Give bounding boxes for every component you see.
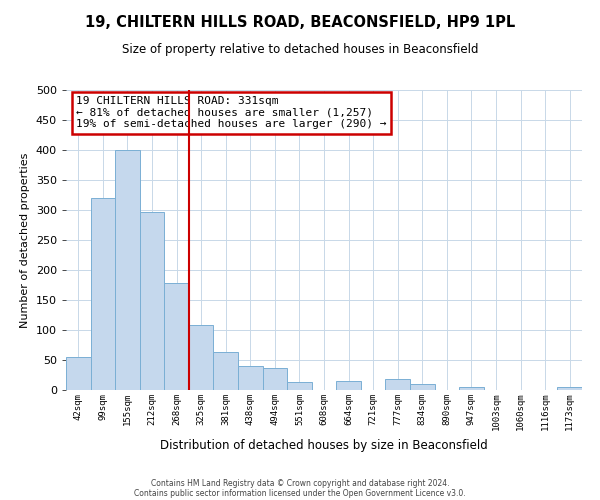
Bar <box>263 368 287 390</box>
Bar <box>336 381 361 390</box>
Bar <box>214 352 238 390</box>
Bar <box>140 212 164 390</box>
Bar <box>66 357 91 390</box>
Bar <box>459 387 484 390</box>
Text: 19 CHILTERN HILLS ROAD: 331sqm
← 81% of detached houses are smaller (1,257)
19% : 19 CHILTERN HILLS ROAD: 331sqm ← 81% of … <box>76 96 387 129</box>
X-axis label: Distribution of detached houses by size in Beaconsfield: Distribution of detached houses by size … <box>160 438 488 452</box>
Text: Contains HM Land Registry data © Crown copyright and database right 2024.: Contains HM Land Registry data © Crown c… <box>151 478 449 488</box>
Bar <box>91 198 115 390</box>
Bar <box>115 150 140 390</box>
Bar <box>557 387 582 390</box>
Bar <box>287 382 312 390</box>
Text: Contains public sector information licensed under the Open Government Licence v3: Contains public sector information licen… <box>134 488 466 498</box>
Text: 19, CHILTERN HILLS ROAD, BEACONSFIELD, HP9 1PL: 19, CHILTERN HILLS ROAD, BEACONSFIELD, H… <box>85 15 515 30</box>
Bar <box>385 379 410 390</box>
Text: Size of property relative to detached houses in Beaconsfield: Size of property relative to detached ho… <box>122 42 478 56</box>
Bar <box>238 366 263 390</box>
Y-axis label: Number of detached properties: Number of detached properties <box>20 152 30 328</box>
Bar <box>189 325 214 390</box>
Bar <box>164 283 189 390</box>
Bar <box>410 384 434 390</box>
